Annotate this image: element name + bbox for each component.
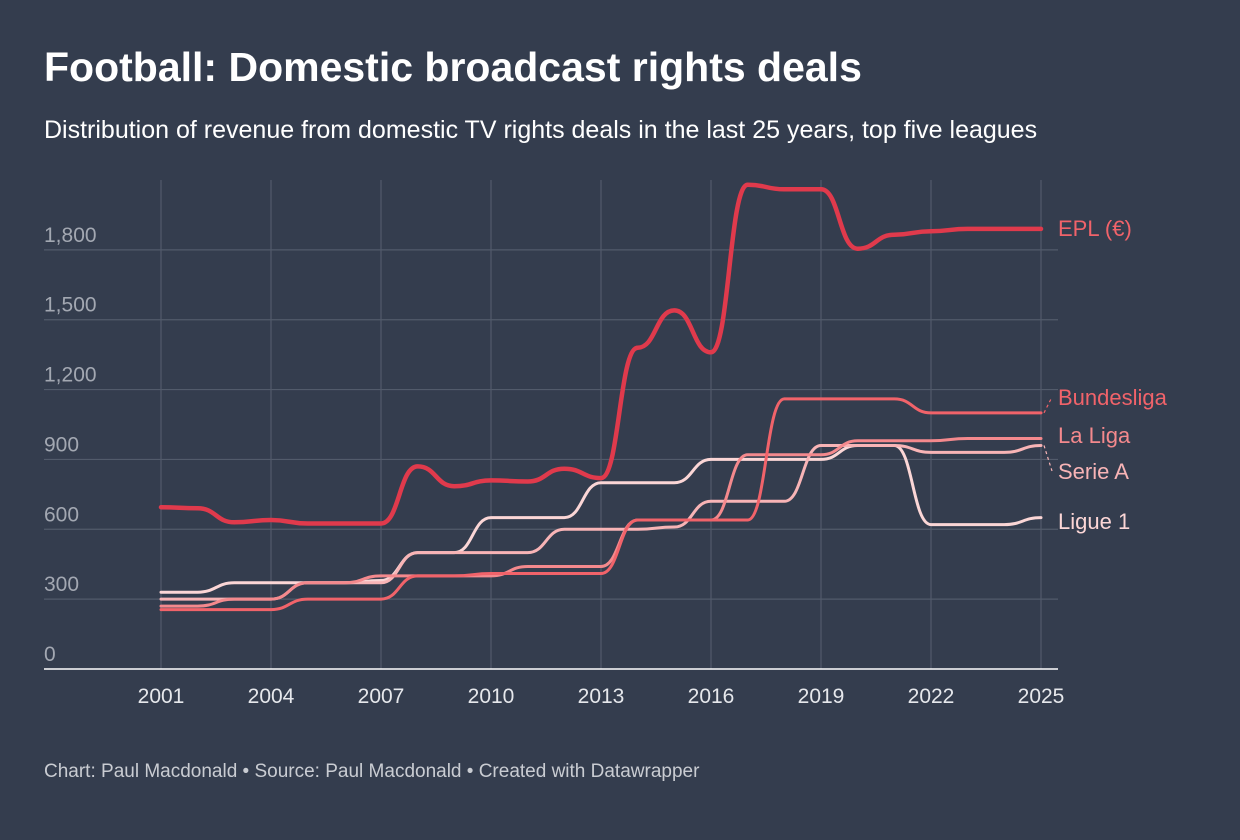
series-label: Ligue 1 xyxy=(1058,509,1130,534)
label-leader-line xyxy=(1043,445,1053,472)
x-tick-label: 2016 xyxy=(688,685,735,708)
x-tick-label: 2007 xyxy=(358,685,405,708)
series-label: Serie A xyxy=(1058,459,1129,484)
y-tick-label: 0 xyxy=(44,643,56,666)
y-tick-label: 1,500 xyxy=(44,294,97,317)
y-tick-label: 1,200 xyxy=(44,364,97,387)
x-tick-label: 2022 xyxy=(908,685,955,708)
series-line-epl xyxy=(158,182,1044,526)
series-line-la-liga xyxy=(159,437,1043,608)
axes: 0 300 600 900 1,200 1,500 1,800 2001 2004 2007 201… xyxy=(44,224,1064,708)
series-label: Bundesliga xyxy=(1058,385,1168,410)
x-tick-label: 2010 xyxy=(468,685,515,708)
y-tick-label: 1,800 xyxy=(44,224,97,247)
chart-subtitle: Distribution of revenue from domestic TV… xyxy=(44,116,1038,144)
x-tick-label: 2019 xyxy=(798,685,845,708)
chart-footer: Chart: Paul Macdonald • Source: Paul Mac… xyxy=(44,761,700,782)
x-tick-label: 2025 xyxy=(1018,685,1065,708)
x-tick-label: 2004 xyxy=(248,685,295,708)
series-lines xyxy=(158,182,1044,612)
series-labels: EPL (€) Bundesliga La Liga Serie A Ligue 1 xyxy=(1043,216,1168,534)
x-tick-label: 2001 xyxy=(138,685,185,708)
x-tick-label: 2013 xyxy=(578,685,625,708)
series-label: EPL (€) xyxy=(1058,216,1132,241)
series-label: La Liga xyxy=(1058,423,1131,448)
y-tick-label: 900 xyxy=(44,433,79,456)
y-tick-label: 300 xyxy=(44,573,79,596)
chart-title: Football: Domestic broadcast rights deal… xyxy=(44,44,862,90)
label-leader-line xyxy=(1043,396,1053,414)
y-tick-label: 600 xyxy=(44,503,79,526)
series-line-bundesliga xyxy=(159,397,1043,612)
gridlines xyxy=(44,180,1058,669)
